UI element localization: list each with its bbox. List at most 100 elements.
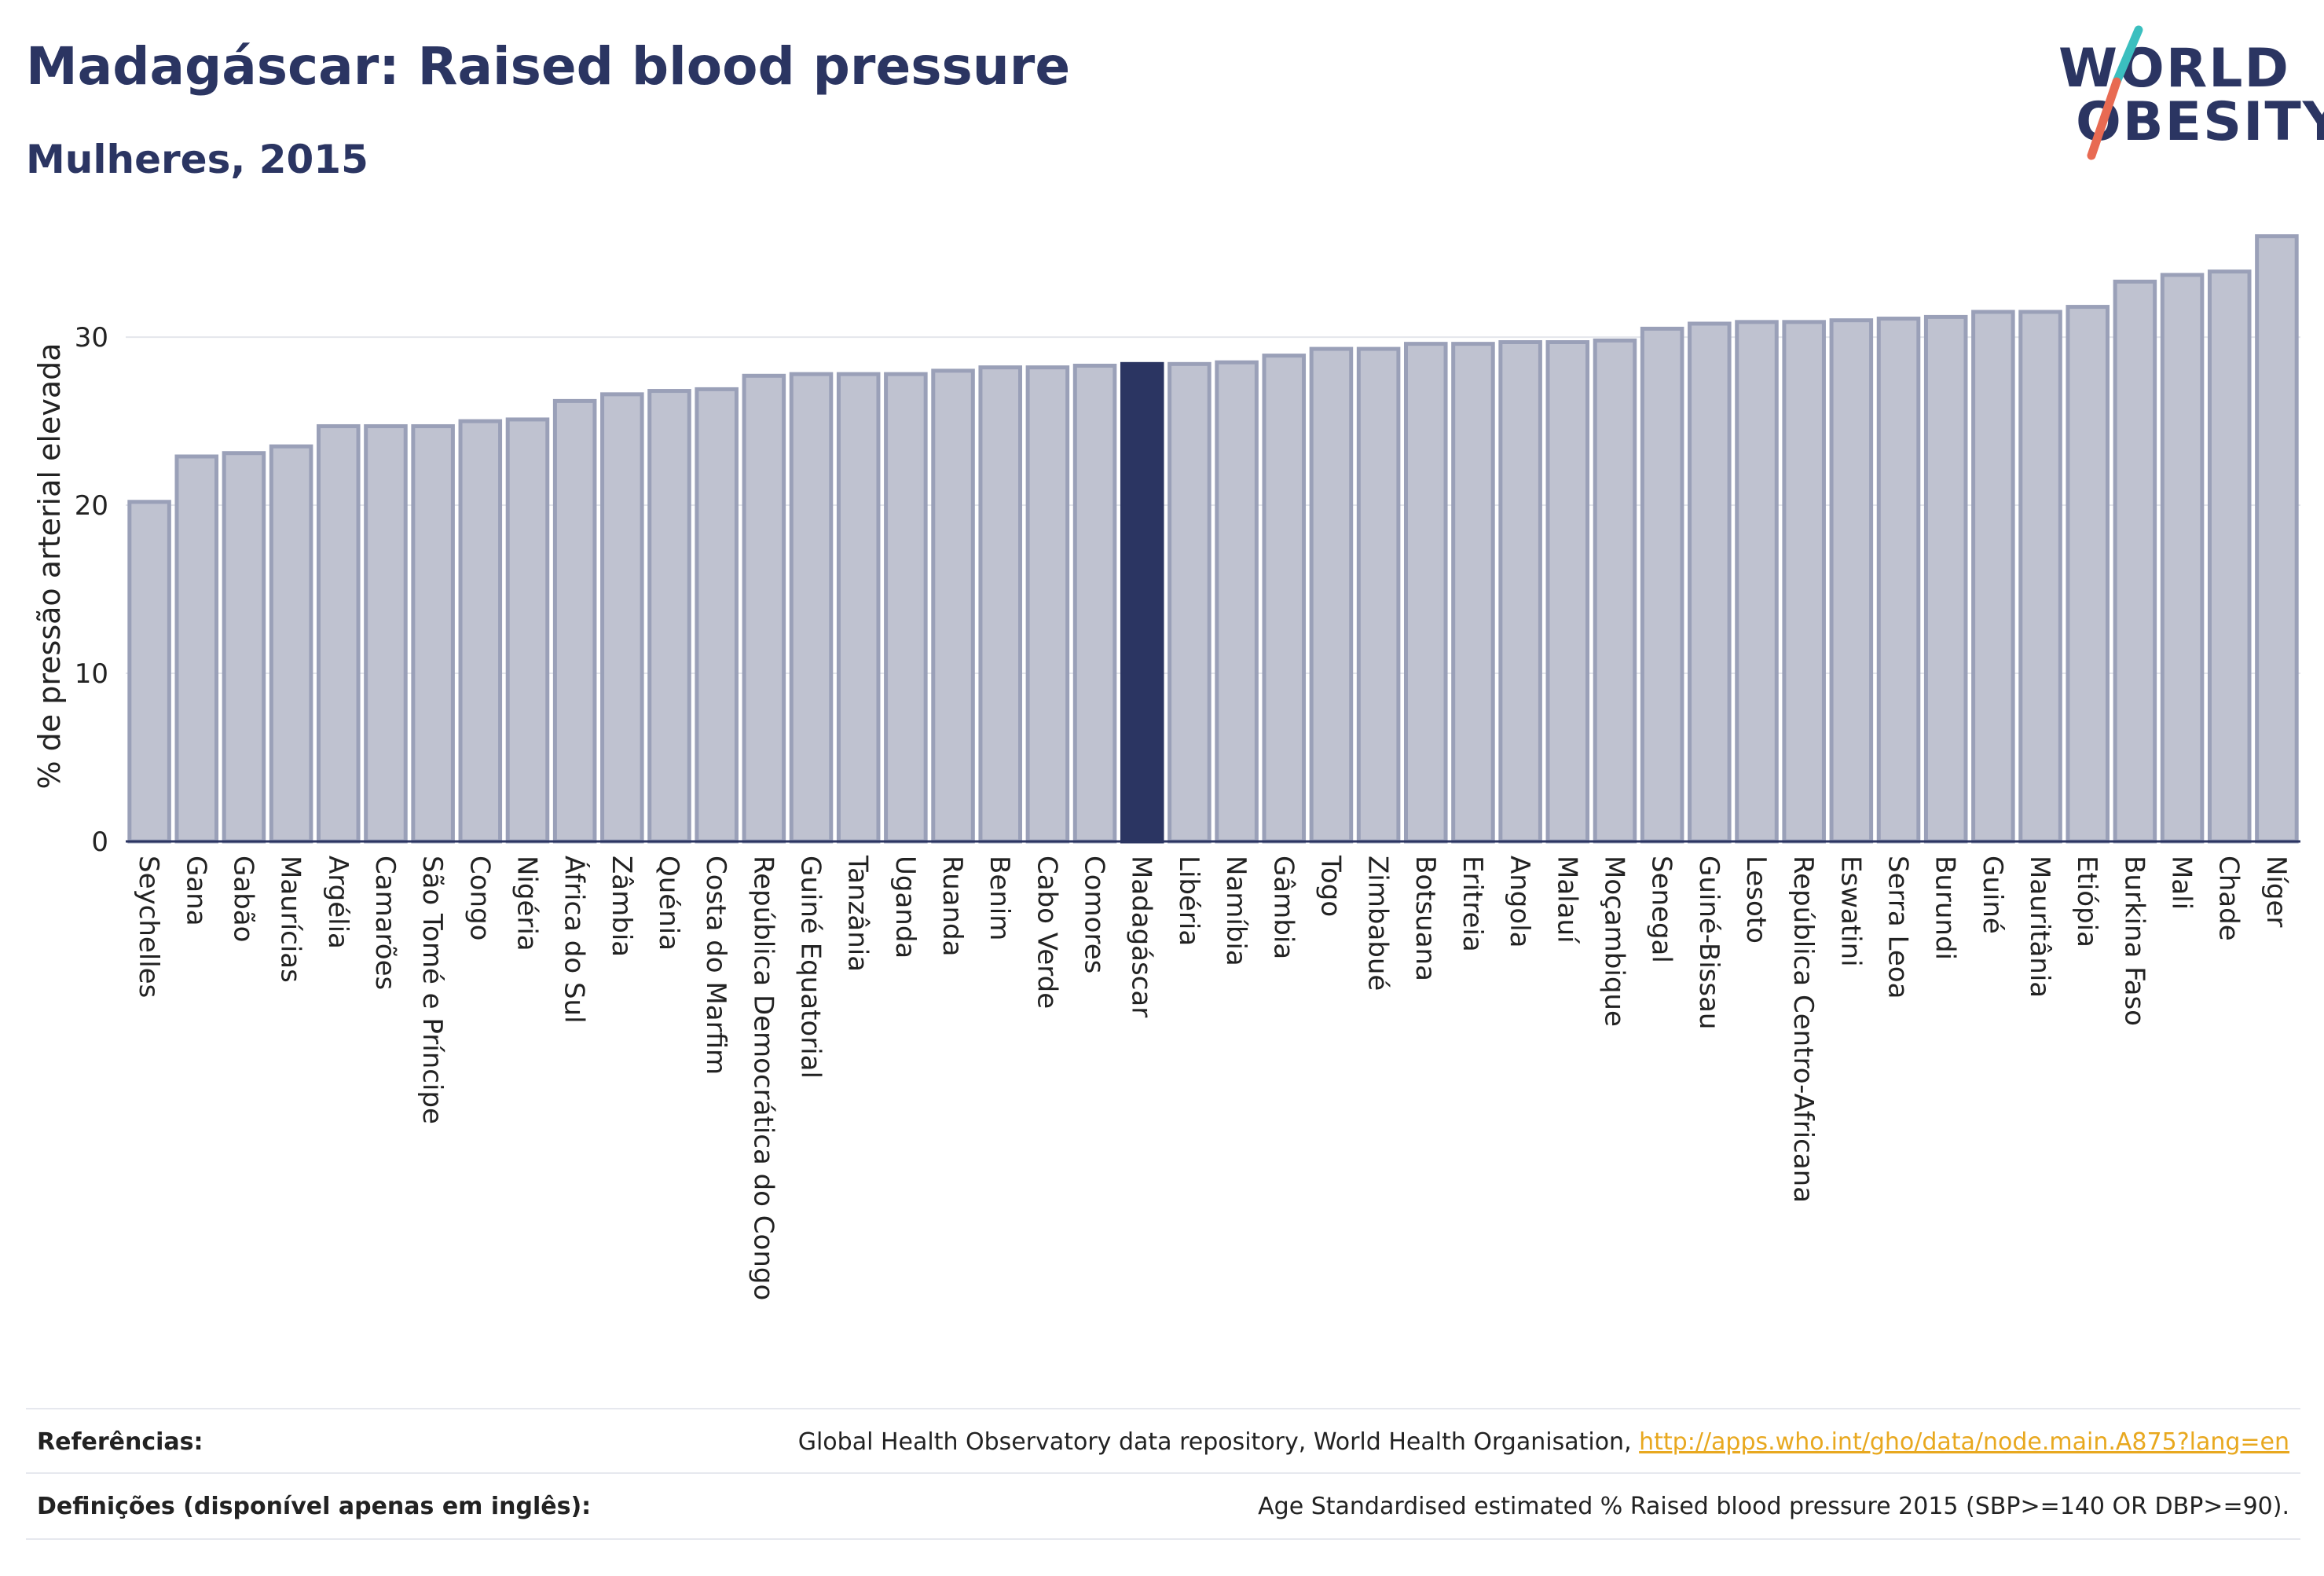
bar xyxy=(1545,340,1590,844)
references-row: Referências: Global Health Observatory d… xyxy=(26,1408,2300,1474)
bar xyxy=(1971,310,2015,844)
bar xyxy=(1876,317,1921,844)
bar xyxy=(1262,354,1307,844)
x-tick-label: Moçambique xyxy=(1598,856,1629,1027)
x-tick-label: Ruanda xyxy=(937,856,968,956)
x-tick-label: Gana xyxy=(180,856,211,926)
y-tick-label: 10 xyxy=(75,658,108,690)
references-link[interactable]: http://apps.who.int/gho/data/node.main.A… xyxy=(1639,1428,2289,1456)
references-label: Referências: xyxy=(37,1428,203,1456)
x-tick-label: Níger xyxy=(2260,856,2292,927)
x-tick-label: República Centro-Africana xyxy=(1787,856,1819,1203)
x-tick-label: Congo xyxy=(464,856,495,940)
x-tick-label: Camarões xyxy=(369,856,401,990)
bar xyxy=(1451,342,1495,844)
x-tick-label: Seychelles xyxy=(133,856,164,998)
bar xyxy=(836,372,881,844)
page-title: Madagáscar: Raised blood pressure xyxy=(26,36,1071,97)
bar xyxy=(695,387,739,844)
x-tick-label: Zimbabué xyxy=(1362,856,1394,991)
x-tick-label: Eswatini xyxy=(1835,856,1866,967)
bar xyxy=(1688,321,1732,844)
x-tick-label: República Democrática do Congo xyxy=(747,856,779,1300)
x-tick-label: Angola xyxy=(1504,856,1535,947)
y-tick-label: 0 xyxy=(91,826,108,858)
x-tick-label: Costa do Marfim xyxy=(700,856,731,1075)
logo-slash-top xyxy=(2112,25,2143,86)
bar xyxy=(1782,320,1826,844)
bar xyxy=(411,423,455,844)
bar xyxy=(1923,314,1968,844)
y-axis-label: % de pressão arterial elevada xyxy=(32,343,67,789)
y-tick-label: 20 xyxy=(75,490,108,522)
bar xyxy=(978,365,1022,844)
x-tick-label: Quénia xyxy=(653,856,684,951)
bar xyxy=(2255,234,2299,844)
bar-chart: 0 10 20 30% de pressão arterial elevada Seyc… xyxy=(32,234,2300,1300)
bar xyxy=(1735,320,1779,844)
x-tick-label: Guiné-Bissau xyxy=(1693,856,1725,1029)
logo-line-1: WORLD xyxy=(2058,38,2290,100)
bar xyxy=(317,423,361,844)
logo-slash-bottom xyxy=(2087,77,2121,160)
x-tick-label: Guiné Equatorial xyxy=(795,856,827,1079)
x-tick-label: Argélia xyxy=(322,856,354,949)
bar xyxy=(1215,360,1259,844)
definitions-value: Age Standardised estimated % Raised bloo… xyxy=(1258,1492,2289,1520)
x-tick-label: Chade xyxy=(2213,856,2245,941)
bar xyxy=(742,373,786,844)
bar xyxy=(884,372,928,844)
x-tick-label: Maurícias xyxy=(275,856,306,983)
bar xyxy=(2113,279,2157,844)
bar xyxy=(127,500,171,844)
bar xyxy=(1593,338,1637,844)
x-tick-label: São Tomé e Príncipe xyxy=(416,856,448,1124)
bar xyxy=(1309,346,1354,844)
references-text: Global Health Observatory data repositor… xyxy=(797,1428,1640,1456)
x-tick-label: Zâmbia xyxy=(606,856,637,957)
x-tick-label: Botsuana xyxy=(1409,856,1441,981)
world-obesity-logo: WORLD OBESITY xyxy=(2051,22,2324,163)
y-tick-label: 30 xyxy=(75,322,108,354)
x-tick-label: Nigéria xyxy=(511,856,542,951)
bar xyxy=(505,417,550,844)
x-tick-label: Libéria xyxy=(1173,856,1204,946)
x-tick-label: Guiné xyxy=(1977,856,2008,934)
x-tick-label: Gâmbia xyxy=(1267,856,1299,959)
logo-line-2: OBESITY xyxy=(2076,91,2324,153)
definitions-row: Definições (disponível apenas em inglês)… xyxy=(26,1472,2300,1540)
bar xyxy=(1498,340,1542,844)
definitions-label: Definições (disponível apenas em inglês)… xyxy=(37,1492,592,1520)
x-tick-label: Madagáscar xyxy=(1126,856,1157,1017)
x-tick-label: Senegal xyxy=(1646,856,1677,963)
x-tick-label: Tanzânia xyxy=(842,855,874,972)
x-tick-label: África do Sul xyxy=(559,856,591,1024)
x-tick-label: Etiópia xyxy=(2071,856,2102,947)
x-tick-label: Gabão xyxy=(227,856,258,942)
bar xyxy=(600,392,644,844)
x-tick-label: Burkina Faso xyxy=(2118,856,2150,1026)
x-tick-label: Comores xyxy=(1079,856,1110,973)
bar xyxy=(1404,342,1448,844)
bar xyxy=(2207,269,2252,844)
bar xyxy=(1356,346,1401,844)
x-tick-label: Lesoto xyxy=(1740,856,1772,944)
bar xyxy=(552,398,597,844)
logo-slash-icon xyxy=(2087,25,2143,160)
bar xyxy=(931,368,975,844)
x-tick-label: Eritreia xyxy=(1457,856,1488,952)
bar xyxy=(458,419,503,844)
x-tick-label: Serra Leoa xyxy=(1882,856,1914,999)
bar xyxy=(647,389,691,844)
bar xyxy=(789,372,834,844)
bar xyxy=(1072,363,1117,844)
x-tick-label: Mauritânia xyxy=(2024,856,2055,998)
bar xyxy=(222,451,266,844)
bar xyxy=(1640,326,1684,844)
bar xyxy=(269,444,313,844)
bar xyxy=(2160,273,2205,844)
bar xyxy=(2066,305,2110,844)
x-tick-label: Togo xyxy=(1314,855,1346,917)
x-tick-label: Malauí xyxy=(1551,856,1582,944)
x-tick-label: Uganda xyxy=(889,856,921,958)
